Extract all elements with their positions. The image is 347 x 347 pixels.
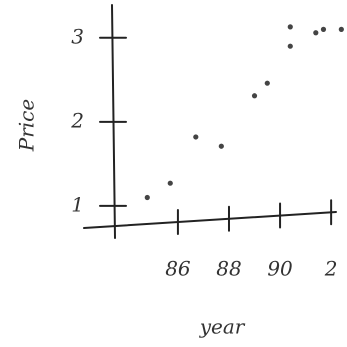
x-tick-label: 90 bbox=[267, 257, 293, 281]
x-tick-label: 86 bbox=[165, 257, 191, 281]
y-axis-label: Price bbox=[15, 99, 39, 152]
point bbox=[264, 80, 270, 86]
y-tick-label: 3 bbox=[71, 24, 84, 48]
x-axis bbox=[83, 211, 337, 229]
point bbox=[287, 24, 293, 30]
point bbox=[287, 43, 293, 49]
point bbox=[313, 30, 319, 36]
x-axis-label: year bbox=[199, 315, 246, 339]
y-tick-label: 2 bbox=[70, 108, 84, 132]
point bbox=[320, 26, 327, 32]
point bbox=[218, 143, 224, 149]
point bbox=[193, 134, 199, 140]
point bbox=[251, 93, 258, 99]
point bbox=[144, 194, 150, 201]
y-tick-label: 1 bbox=[71, 192, 84, 216]
point bbox=[338, 26, 344, 32]
x-tick-label: 88 bbox=[216, 257, 241, 281]
x-tick-label: 2 bbox=[324, 257, 338, 281]
point bbox=[167, 180, 173, 186]
